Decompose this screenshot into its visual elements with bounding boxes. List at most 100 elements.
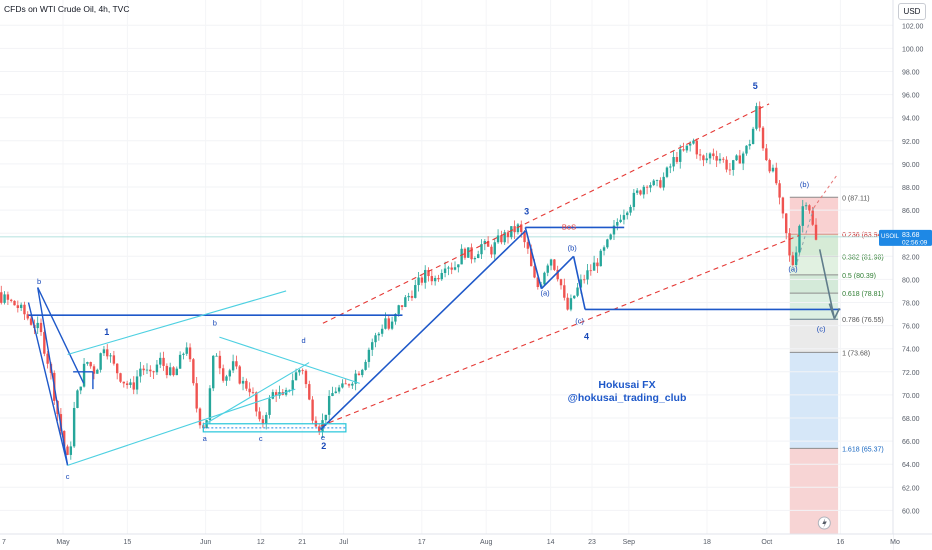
candle-body <box>728 169 732 171</box>
zigzag-line <box>37 287 85 384</box>
wave-label: (a) <box>540 289 550 298</box>
candle-body <box>529 248 533 267</box>
time-tick-label: 12 <box>257 539 265 546</box>
candle-body <box>129 382 132 385</box>
candle-body <box>592 262 596 271</box>
candle-body <box>493 242 496 255</box>
candle-body <box>26 314 29 319</box>
drawings[interactable] <box>27 103 841 466</box>
candle-body <box>291 380 294 390</box>
candle-body <box>602 247 606 251</box>
candle-body <box>311 399 314 421</box>
wave-label: 4 <box>584 331 589 341</box>
watermark-name: Hokusai FX <box>598 379 655 391</box>
price-tick-label: 78.00 <box>902 301 920 308</box>
candle-body <box>503 232 506 243</box>
projection-arrow-head <box>828 303 836 319</box>
candle-body <box>337 387 341 392</box>
wave-line-b <box>540 255 575 290</box>
fib-zone <box>789 197 839 234</box>
projection-arrow-head <box>833 307 841 320</box>
price-axis[interactable]: 60.00 62.00 64.00 66.00 68.00 70.00 72.00 74.00… <box>879 0 932 550</box>
candle-body <box>115 363 119 374</box>
fib-level-label: 0.236 (83.94) <box>842 232 884 239</box>
time-tick-label: 14 <box>547 539 555 546</box>
candle-body <box>612 225 616 235</box>
wave-label: b <box>37 277 41 286</box>
wave-label: d <box>301 336 305 345</box>
wave-label: c <box>259 434 263 443</box>
price-tick-label: 76.00 <box>902 324 920 331</box>
candle-body <box>688 143 692 146</box>
wave-label: BoS <box>562 223 576 232</box>
candle-body <box>410 295 414 298</box>
candle-body <box>298 370 301 373</box>
wave-line-2-3 <box>320 230 526 431</box>
candle-body <box>69 446 73 455</box>
candle-body <box>294 372 298 381</box>
candle-body <box>804 205 808 207</box>
candle-body <box>347 384 351 386</box>
candle-body <box>732 160 735 170</box>
candle-body <box>798 225 801 253</box>
candle-body <box>675 157 679 162</box>
candle-body <box>43 332 46 354</box>
fib-level-label: 0.5 (80.39) <box>842 273 876 280</box>
time-tick-label: Aug <box>480 539 493 546</box>
price-tick-label: 96.00 <box>902 93 920 100</box>
candle-body <box>16 305 20 308</box>
projection-arrow <box>818 249 836 319</box>
candle-body <box>573 295 576 299</box>
fib-level-label: 0.618 (78.81) <box>842 291 884 298</box>
candle-body <box>486 241 490 247</box>
fib-level-label: 0.786 (76.55) <box>842 317 884 324</box>
candle-body <box>367 349 371 362</box>
currency-button[interactable]: USD <box>898 3 926 20</box>
candle-body <box>79 386 82 391</box>
candle-body <box>649 185 652 188</box>
candle-body <box>427 269 430 277</box>
wave-label: (a) <box>788 264 798 273</box>
candle-body <box>152 371 155 373</box>
candle-body <box>579 279 583 288</box>
candlesticks <box>0 101 818 460</box>
candle-body <box>635 190 639 193</box>
candle-body <box>450 267 453 270</box>
wave-label: 1 <box>104 327 109 337</box>
candle-body <box>453 267 457 270</box>
candle-body <box>695 140 698 155</box>
candle-body <box>66 446 69 455</box>
channel-upper-line <box>322 103 770 324</box>
candle-body <box>175 368 179 376</box>
chart-title: CFDs on WTI Crude Oil, 4h, TVC <box>4 4 130 14</box>
candle-body <box>192 359 195 384</box>
price-tick-label: 80.00 <box>902 277 920 284</box>
candle-body <box>357 373 361 376</box>
triangle-line <box>67 290 287 356</box>
candle-body <box>771 167 775 172</box>
candle-body <box>159 357 162 365</box>
candle-body <box>331 393 334 397</box>
candle-body <box>162 357 165 366</box>
candle-body <box>761 127 765 149</box>
candle-body <box>241 380 245 384</box>
candle-body <box>268 398 271 415</box>
candle-body <box>685 145 689 151</box>
time-tick-label: 21 <box>298 539 306 546</box>
candle-body <box>500 235 503 243</box>
candle-body <box>768 160 771 172</box>
candle-body <box>384 318 387 329</box>
candle-body <box>549 259 553 266</box>
price-tick-label: 70.00 <box>902 393 920 400</box>
candle-body <box>308 384 311 400</box>
time-tick-label: Mo <box>890 539 900 546</box>
candle-body <box>122 381 126 384</box>
candle-body <box>596 262 599 267</box>
price-tick-label: 62.00 <box>902 485 920 492</box>
wave-label: e <box>321 433 325 442</box>
candle-body <box>543 272 546 285</box>
candle-body <box>609 234 612 240</box>
time-axis[interactable]: May 15 Jun 12 21 Jul 17 Aug 14 23 Sep 18 Oct 16 7 Mo <box>0 516 932 550</box>
candle-body <box>665 167 669 177</box>
